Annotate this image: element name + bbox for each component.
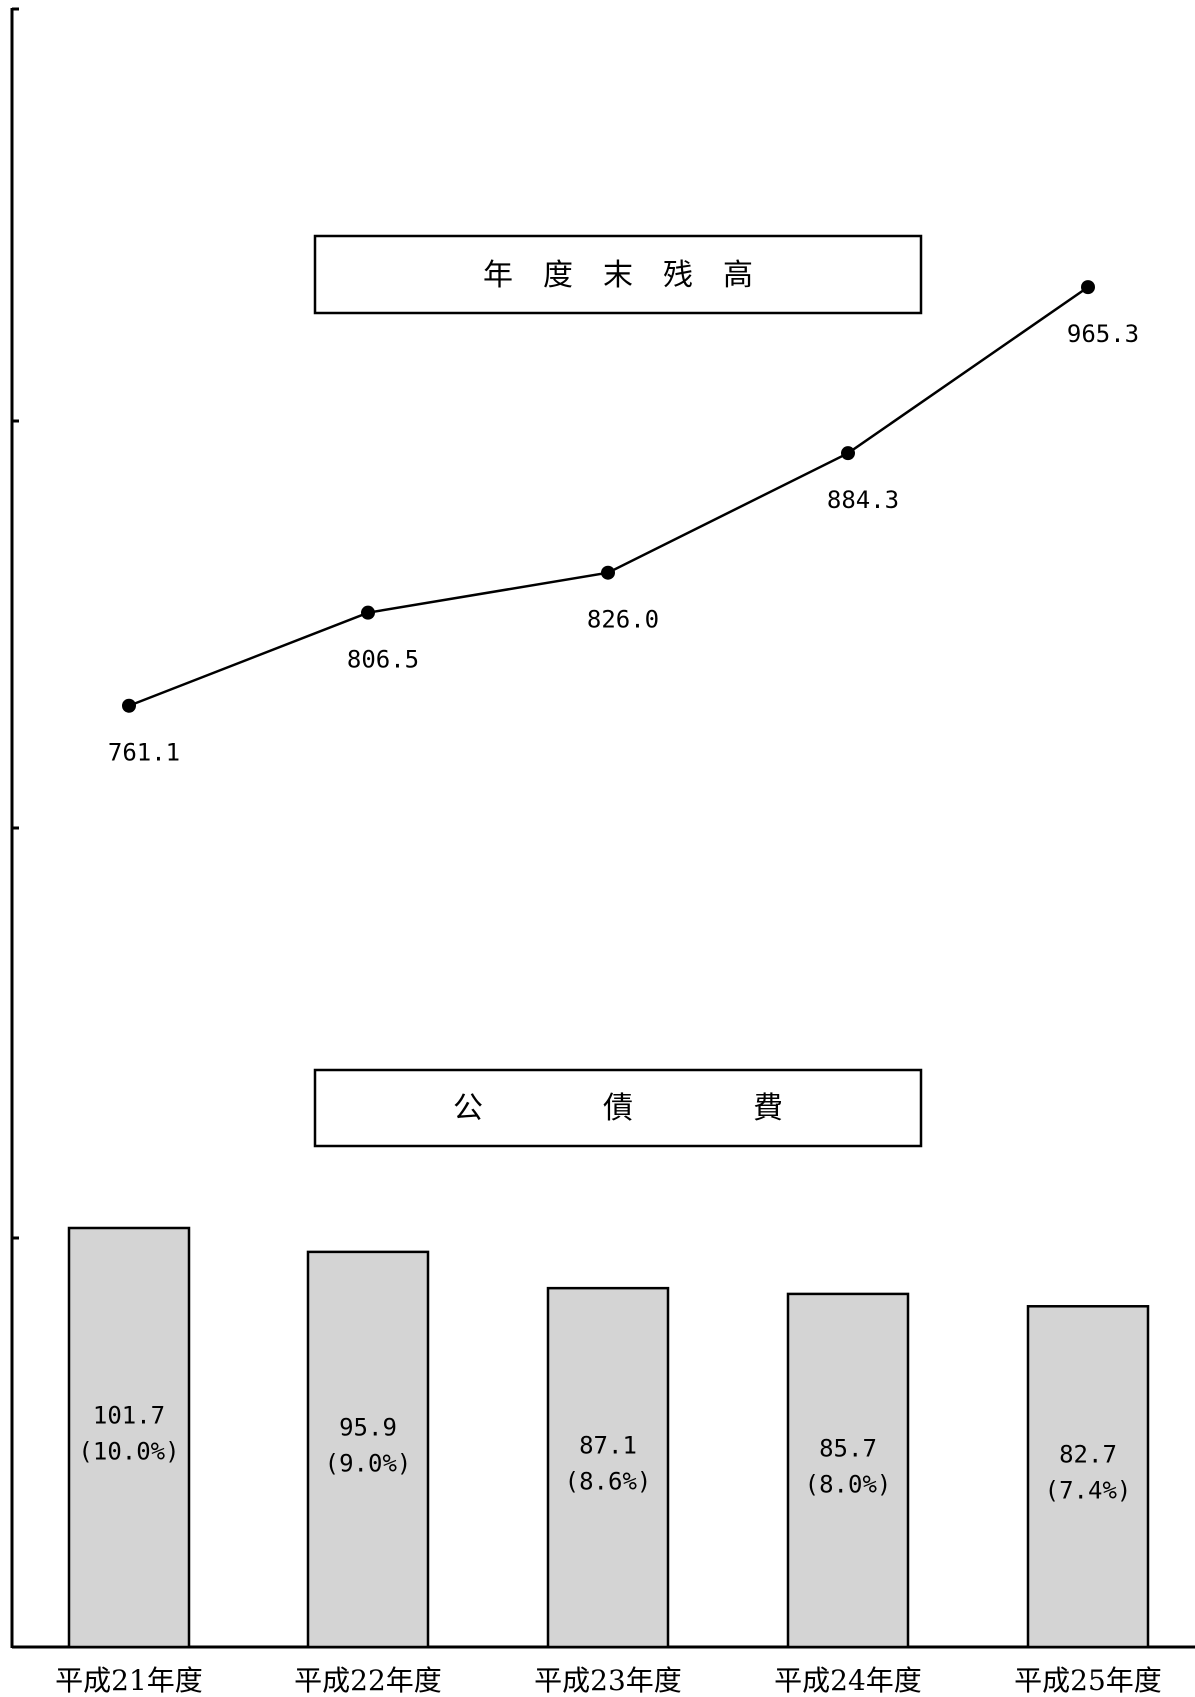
x-tick-label: 平成25年度 <box>1014 1664 1162 1697</box>
bar-percent-label: (7.4%) <box>1045 1477 1132 1505</box>
bar-series: 101.7 (10.0%) 95.9 (9.0%) 87.1 (8.6%) 85.7 (8.0… <box>67 1226 1150 1649</box>
line-value-label: 965.3 <box>1067 320 1139 348</box>
line-path <box>128 286 1089 707</box>
line-point <box>841 446 855 461</box>
bar <box>1026 1305 1150 1649</box>
x-axis-labels: 平成21年度 平成22年度 平成23年度 平成24年度 平成25年度 <box>55 1664 1162 1697</box>
line-point <box>122 698 136 713</box>
line-point <box>601 565 615 580</box>
line-chart-title: 年 度 末 残 高 <box>483 258 753 293</box>
line-point <box>1081 280 1095 295</box>
bar-value-label: 95.9 <box>339 1413 397 1441</box>
line-value-label: 761.1 <box>108 739 180 767</box>
bar-value-label: 101.7 <box>93 1401 165 1429</box>
y-axis <box>10 7 19 1648</box>
line-chart-title-box: 年 度 末 残 高 <box>313 234 923 315</box>
line-series: 761.1 806.5 826.0 884.3 965.3 <box>108 280 1139 767</box>
bar-percent-label: (8.0%) <box>805 1470 892 1498</box>
line-value-label: 806.5 <box>347 646 419 674</box>
bar-value-label: 87.1 <box>579 1432 637 1460</box>
bar <box>786 1292 910 1649</box>
x-tick-label: 平成24年度 <box>774 1664 922 1697</box>
line-value-label: 826.0 <box>587 606 659 634</box>
bar <box>67 1226 191 1649</box>
line-value-label: 884.3 <box>827 486 899 514</box>
x-tick-label: 平成22年度 <box>294 1664 442 1697</box>
bar-value-label: 82.7 <box>1059 1441 1117 1469</box>
line-point <box>361 605 375 620</box>
bar-percent-label: (9.0%) <box>325 1449 412 1477</box>
bar-value-label: 85.7 <box>819 1434 877 1462</box>
bar-chart-title: 公 債 費 <box>453 1091 783 1126</box>
bar-percent-label: (8.6%) <box>565 1468 652 1496</box>
x-tick-label: 平成21年度 <box>55 1664 203 1697</box>
bar-chart-title-box: 公 債 費 <box>313 1068 923 1148</box>
x-tick-label: 平成23年度 <box>534 1664 682 1697</box>
bar-percent-label: (10.0%) <box>78 1437 179 1465</box>
bar <box>546 1286 670 1649</box>
bar <box>306 1250 430 1649</box>
